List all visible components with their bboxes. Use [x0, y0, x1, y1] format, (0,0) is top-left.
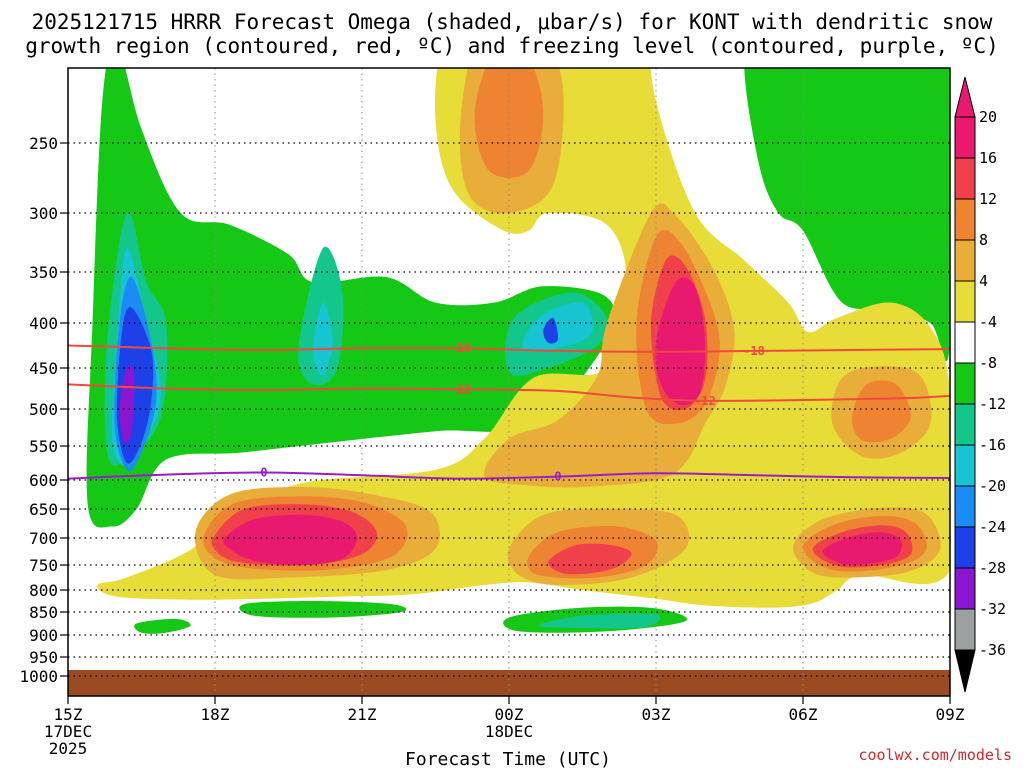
colorbar-bottom-arrow: [954, 649, 976, 693]
colorbar-label: -24: [979, 518, 1006, 536]
x-date-label: 2025: [49, 739, 88, 758]
chart-title-line2: growth region (contoured, red, ºC) and f…: [25, 34, 999, 58]
y-tick-label: 850: [29, 603, 58, 622]
colorbar-label: -12: [979, 395, 1006, 413]
y-axis: 250 300 350 400 450 500 550 600 650 700 750 800 850 9…: [19, 134, 68, 686]
colorbar-label: -4: [979, 313, 997, 331]
x-tick-label: 00Z: [495, 705, 524, 724]
omega-region: [543, 317, 559, 344]
chart-title-line1: 2025121715 HRRR Forecast Omega (shaded, …: [32, 10, 993, 34]
x-tick-label: 21Z: [348, 705, 377, 724]
colorbar-label: -28: [979, 559, 1006, 577]
y-tick-label: 700: [29, 529, 58, 548]
colorbar-swatch: [954, 444, 976, 487]
omega-region: [822, 532, 903, 566]
contour-label: 0: [554, 470, 561, 484]
contour-line: [68, 471, 950, 480]
colorbar-swatch: [954, 485, 976, 528]
colorbar-label: 16: [979, 149, 997, 167]
contour-line: [68, 344, 950, 353]
y-tick-label: 400: [29, 314, 58, 333]
y-tick-label: 600: [29, 471, 58, 490]
omega-region: [522, 302, 594, 352]
x-tick-label: 03Z: [642, 705, 671, 724]
y-tick-label: 500: [29, 400, 58, 419]
omega-region: [548, 543, 632, 575]
colorbar-label: -20: [979, 477, 1006, 495]
colorbar-label: 8: [979, 231, 988, 249]
colorbar-label: 12: [979, 190, 997, 208]
contour-label: 0: [260, 466, 267, 480]
colorbar-swatch: [954, 362, 976, 405]
colorbar-label: -16: [979, 436, 1006, 454]
colorbar-swatch: [954, 526, 976, 569]
colorbar-swatch: [954, 116, 976, 159]
x-date-label: 18DEC: [485, 722, 533, 741]
colorbar-swatch: [954, 239, 976, 282]
colorbar-label: -32: [979, 600, 1006, 618]
x-axis-label: Forecast Time (UTC): [405, 749, 611, 768]
colorbar-swatch: [954, 567, 976, 610]
colorbar-label: 4: [979, 272, 988, 290]
omega-region: [744, 68, 950, 361]
contour-line: [68, 383, 950, 402]
omega-shading: [86, 68, 950, 634]
contour-label: -12: [694, 394, 716, 408]
grid-lines: [68, 68, 950, 696]
omega-region: [851, 380, 911, 443]
colorbar: 20 16 12 8 4 -4 -8 -12 -16 -20 -24 -28 -32 -36: [954, 76, 1006, 693]
colorbar-swatch: [954, 403, 976, 446]
y-tick-label: 450: [29, 359, 58, 378]
omega-region: [86, 68, 616, 528]
y-tick-label: 950: [29, 648, 58, 667]
omega-region: [134, 618, 191, 634]
contour-label: -18: [449, 341, 471, 355]
omega-region: [223, 514, 358, 566]
y-tick-label: 800: [29, 581, 58, 600]
x-tick-label: 18Z: [201, 705, 230, 724]
x-tick-label: 15Z: [54, 705, 83, 724]
omega-region: [538, 613, 661, 629]
colorbar-swatch: [954, 280, 976, 323]
colorbar-top-arrow: [954, 76, 976, 118]
contour-lines: -18 -18 -12 -12 0 0: [68, 341, 950, 484]
contour-label: -12: [449, 382, 471, 396]
x-tick-label: 06Z: [789, 705, 818, 724]
contour-label: -18: [743, 344, 765, 358]
x-tick-label: 09Z: [936, 705, 965, 724]
source-credit: coolwx.com/models: [858, 746, 1012, 764]
colorbar-swatch: [954, 608, 976, 651]
colorbar-label: -8: [979, 354, 997, 372]
omega-region: [97, 68, 950, 608]
y-tick-label: 650: [29, 500, 58, 519]
y-tick-label: 250: [29, 134, 58, 153]
omega-region: [239, 601, 407, 618]
colorbar-swatch: [954, 157, 976, 200]
x-date-label: 17DEC: [44, 722, 92, 741]
omega-region: [474, 68, 544, 178]
y-tick-label: 900: [29, 626, 58, 645]
colorbar-label: 20: [979, 108, 997, 126]
y-tick-label: 300: [29, 204, 58, 223]
omega-region: [313, 302, 333, 377]
y-tick-label: 750: [29, 556, 58, 575]
omega-region: [655, 277, 706, 406]
colorbar-swatch: [954, 321, 976, 364]
colorbar-swatch: [954, 198, 976, 241]
colorbar-label: -36: [979, 641, 1006, 659]
y-tick-label: 350: [29, 263, 58, 282]
omega-region: [119, 365, 135, 444]
y-tick-label: 1000: [19, 667, 58, 686]
y-tick-label: 550: [29, 437, 58, 456]
